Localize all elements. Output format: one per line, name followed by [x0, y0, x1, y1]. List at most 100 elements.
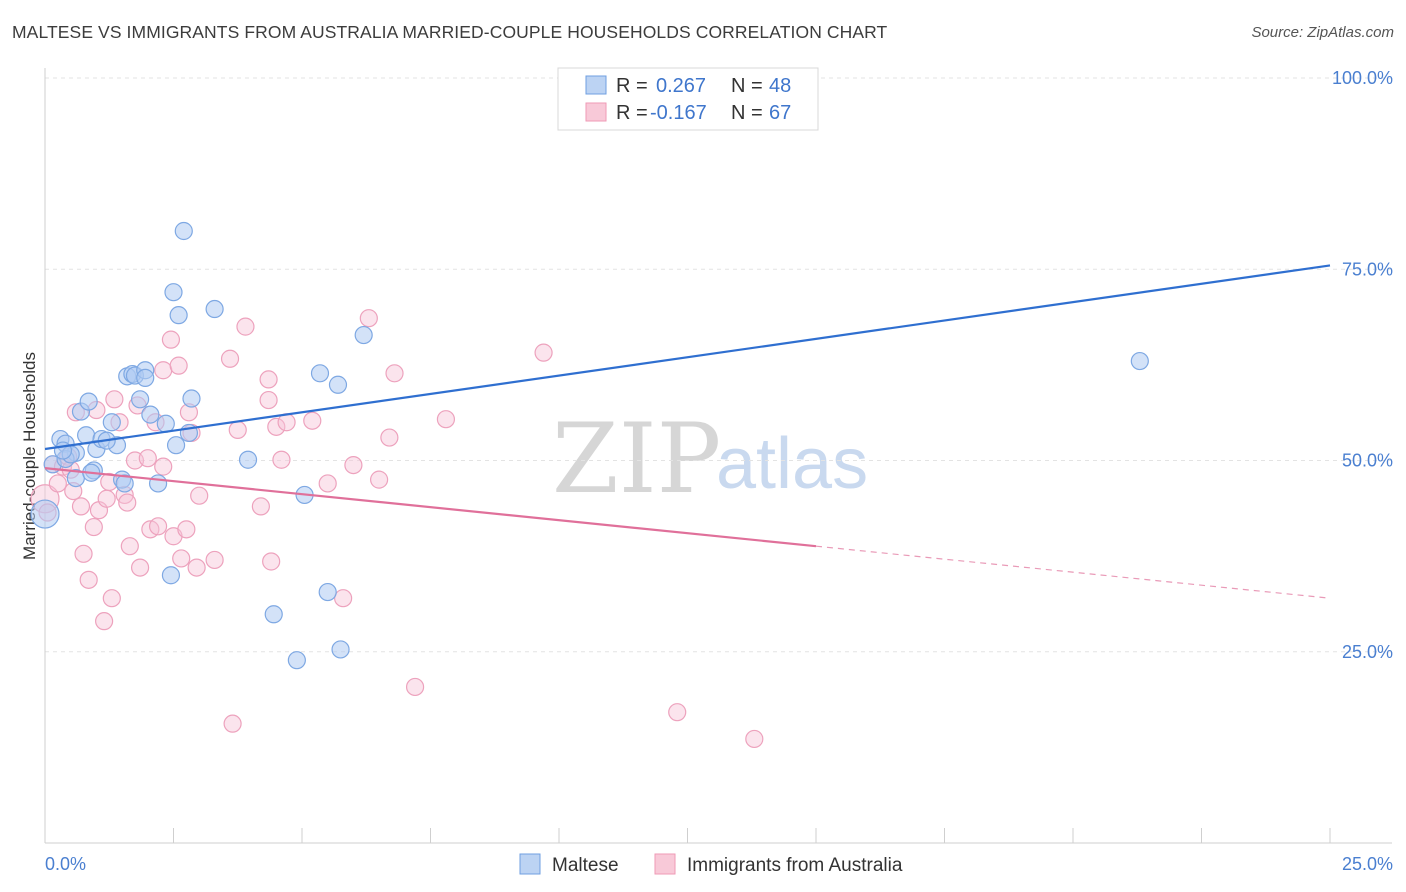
- y-tick-label-25: 25.0%: [1342, 642, 1393, 662]
- australia-point: [187, 558, 206, 577]
- legend-swatch-australia: [585, 102, 607, 122]
- australia-trend-extension: [815, 545, 1331, 599]
- australia-point: [190, 486, 209, 505]
- australia-point: [220, 349, 240, 368]
- trend-lines: [44, 264, 1331, 599]
- maltese-point: [130, 390, 150, 409]
- maltese-point: [141, 405, 160, 424]
- australia-point: [385, 364, 404, 383]
- australia-point: [74, 544, 93, 563]
- australia-point: [251, 497, 270, 516]
- maltese-point: [115, 474, 134, 493]
- legend-r-value-maltese: 0.267: [656, 75, 706, 97]
- legend-n-value-australia: 67: [769, 102, 791, 124]
- australia-point: [259, 370, 278, 389]
- maltese-point: [264, 605, 283, 624]
- maltese-point: [156, 414, 175, 433]
- maltese-point: [205, 299, 224, 319]
- australia-point: [223, 714, 242, 733]
- australia-point: [120, 537, 139, 556]
- legend-n-value-maltese: 48: [769, 75, 791, 97]
- bottom-legend-label-australia: Immigrants from Australia: [687, 855, 903, 876]
- maltese-point: [148, 474, 168, 493]
- australia-point: [318, 474, 337, 493]
- legend-n-label-maltese: N =: [731, 75, 763, 97]
- australia-point: [262, 552, 281, 571]
- maltese-point: [30, 499, 60, 529]
- maltese-point: [354, 325, 373, 345]
- bottom-legend-label-maltese: Maltese: [552, 855, 619, 876]
- australia-trend-line: [44, 467, 817, 548]
- australia-point: [118, 493, 137, 512]
- y-tick-label-75: 75.0%: [1342, 259, 1393, 279]
- australia-point: [334, 589, 353, 608]
- source-attribution: Source: ZipAtlas.com: [1251, 24, 1394, 41]
- maltese-point: [102, 413, 121, 432]
- australia-point: [97, 489, 116, 508]
- australia-point: [71, 497, 91, 516]
- y-axis-title: Married-couple Households: [20, 352, 39, 560]
- australia-point: [169, 356, 188, 375]
- australia-point: [148, 517, 168, 536]
- legend-r-label-maltese: R =: [616, 75, 648, 97]
- australia-point: [102, 589, 121, 608]
- legend-n-label-australia: N =: [731, 102, 763, 124]
- australia-point: [745, 729, 764, 749]
- maltese-trend-line: [44, 264, 1331, 451]
- australia-point: [344, 455, 363, 475]
- gridlines: [45, 77, 1392, 653]
- y-tick-label-50: 50.0%: [1342, 451, 1393, 471]
- maltese-point: [318, 582, 337, 602]
- maltese-point: [136, 368, 155, 387]
- australia-point: [79, 570, 98, 589]
- australia-point: [267, 417, 286, 436]
- australia-point: [172, 549, 191, 568]
- maltese-point: [238, 450, 258, 469]
- legend-r-value-australia: -0.167: [650, 102, 707, 124]
- australia-point: [161, 330, 181, 349]
- australia-point: [259, 390, 278, 410]
- australia-point: [303, 411, 322, 430]
- x-ticks: [173, 828, 1331, 843]
- maltese-point: [166, 436, 186, 455]
- australia-point: [154, 361, 173, 380]
- australia-point: [177, 520, 196, 539]
- australia-point: [154, 457, 173, 476]
- bottom-legend-swatch-australia: [654, 853, 676, 875]
- x-tick-label-min: 0.0%: [45, 854, 86, 874]
- maltese-point: [1130, 351, 1149, 371]
- australia-point: [138, 449, 157, 468]
- correlation-legend: R = 0.267 N = 48 R = -0.167 N = 67: [557, 67, 819, 131]
- chart-title: MALTESE VS IMMIGRANTS FROM AUSTRALIA MAR…: [12, 22, 888, 42]
- watermark-atlas: atlas: [716, 424, 868, 504]
- australia-point: [95, 612, 114, 631]
- y-tick-labels: 25.0% 50.0% 75.0% 100.0%: [1332, 68, 1393, 662]
- series-legend: Maltese Immigrants from Australia: [519, 853, 903, 876]
- maltese-point: [79, 392, 98, 411]
- bottom-legend-swatch-maltese: [519, 853, 541, 875]
- australia-point: [370, 470, 389, 489]
- australia-point: [436, 410, 456, 429]
- maltese-point: [287, 651, 306, 670]
- maltese-point: [310, 364, 330, 383]
- australia-point: [205, 550, 224, 570]
- legend-swatch-maltese: [585, 75, 607, 95]
- australia-point: [534, 343, 553, 362]
- australia-point: [48, 474, 67, 493]
- australia-point: [105, 390, 124, 409]
- watermark-zip: ZIP: [552, 403, 721, 515]
- x-tick-label-max: 25.0%: [1342, 854, 1393, 874]
- maltese-point: [169, 306, 188, 325]
- australia-point: [228, 420, 247, 439]
- australia-point: [130, 558, 150, 577]
- australia-point: [272, 450, 291, 469]
- australia-point: [236, 317, 255, 336]
- maltese-point: [182, 389, 201, 408]
- maltese-point: [164, 283, 183, 302]
- australia-point: [405, 677, 425, 697]
- australia-point: [359, 309, 378, 328]
- maltese-point: [328, 375, 348, 394]
- australia-point: [668, 703, 687, 722]
- maltese-point: [161, 566, 181, 585]
